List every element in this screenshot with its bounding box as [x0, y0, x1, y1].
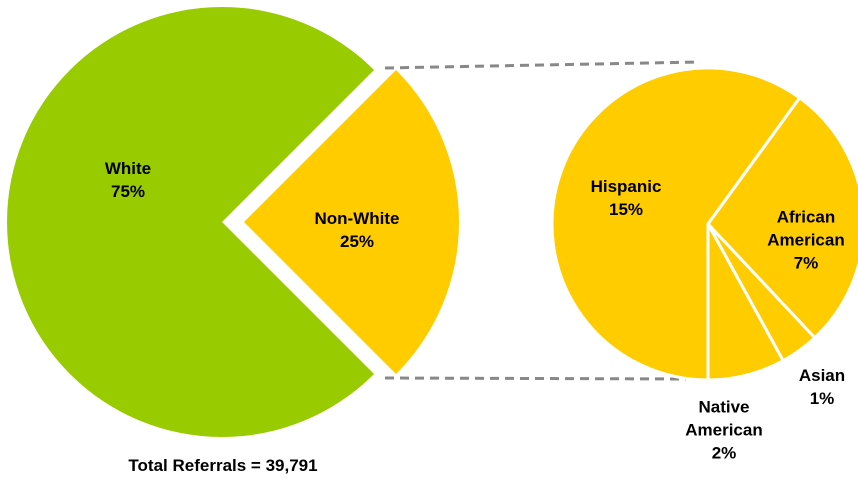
value-label: 2% — [711, 443, 737, 463]
pie-slice — [550, 66, 802, 382]
value-label: 7% — [793, 253, 819, 273]
category-label: White — [104, 159, 152, 178]
pie-slice — [244, 69, 459, 375]
slice-label: Hispanic 15% — [571, 175, 681, 221]
slice-label: White 75% — [88, 157, 168, 203]
value-label: 1% — [809, 389, 835, 408]
value-label: 15% — [608, 200, 644, 219]
category-label: Non-White — [314, 209, 400, 228]
slice-label: Asian 1% — [792, 364, 852, 410]
annotation: Total Referrals = 39,791 — [128, 456, 318, 475]
category-label: Asian — [798, 366, 846, 385]
slice-label: African American 7% — [756, 206, 856, 275]
value-label: 25% — [339, 232, 375, 251]
slice-label: Non-White 25% — [292, 207, 422, 253]
category-label: Native American — [685, 397, 763, 440]
pie-slice — [6, 7, 375, 438]
category-label: Hispanic — [590, 177, 662, 196]
connector-line — [384, 376, 687, 381]
value-label: 75% — [110, 182, 146, 201]
connector-line — [384, 60, 701, 70]
pie-slice — [706, 96, 858, 340]
pie-slice — [706, 222, 785, 382]
category-label: African American — [767, 207, 845, 250]
slice-label: Native American 2% — [669, 396, 779, 465]
